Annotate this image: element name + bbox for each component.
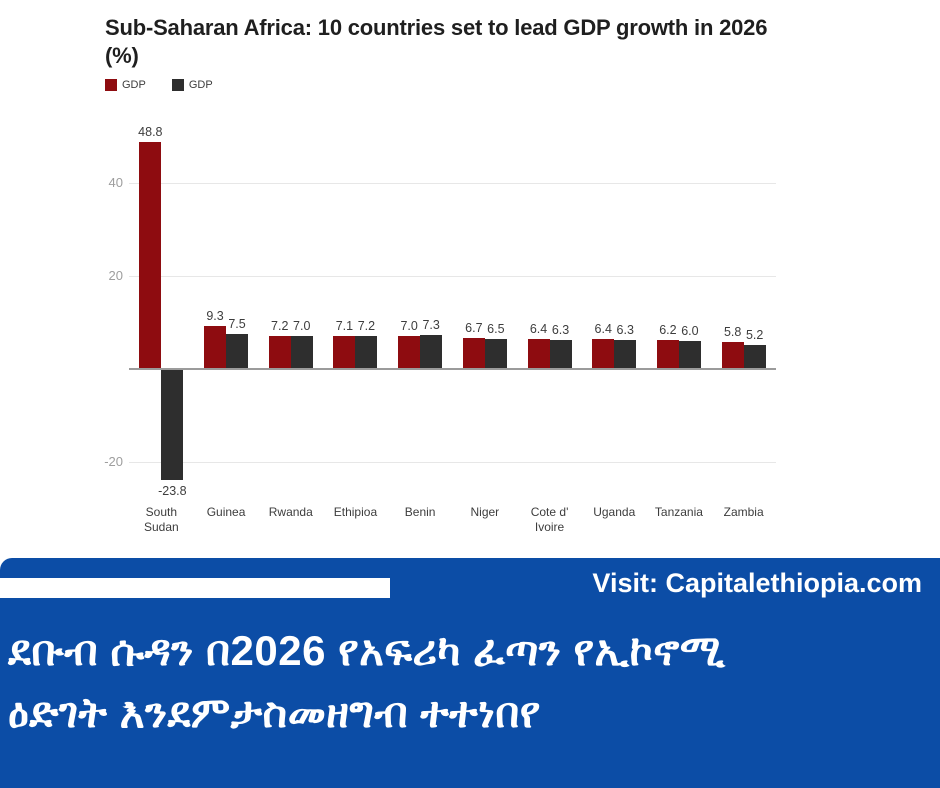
x-axis-line — [129, 368, 776, 370]
bar-value-label: 7.2 — [357, 318, 376, 333]
amharic-headline: ደቡብ ሱዳን በ2026 የአፍሪካ ፈጣን የኢኮኖሚ ዕድገት እንደምታ… — [8, 620, 932, 744]
bar-dark-south-sudan — [161, 369, 184, 480]
bar-dark-guinea — [226, 334, 249, 369]
bar-red-cote-d-ivoire — [527, 339, 550, 369]
bar-dark-ethipioa — [355, 335, 378, 369]
bar-value-label: 48.8 — [138, 125, 163, 140]
legend-swatch-red — [105, 79, 117, 91]
bar-value-label: 5.8 — [723, 325, 742, 340]
bar-dark-tanzania — [678, 341, 701, 369]
x-axis-category-label: Uganda — [593, 505, 636, 519]
y-axis-tick-label: -20 — [104, 454, 123, 469]
bar-value-label: 6.2 — [659, 323, 677, 338]
bar-red-benin — [398, 336, 421, 369]
x-axis-category-label: Tanzania — [654, 505, 703, 519]
decorative-white-bar — [0, 578, 390, 598]
bar-value-label: 7.0 — [400, 319, 418, 334]
legend-item-gdp-red: GDP — [105, 79, 146, 91]
bar-value-label: 6.3 — [551, 322, 570, 337]
bar-red-south-sudan — [139, 142, 162, 369]
bar-value-label: 7.0 — [293, 319, 311, 334]
bottom-banner: Visit: Capitalethiopia.com ደቡብ ሱዳን በ2026… — [0, 558, 940, 788]
bar-red-zambia — [721, 342, 744, 369]
bar-dark-rwanda — [290, 336, 313, 369]
legend-label: GDP — [188, 79, 213, 91]
bar-dark-cote-d-ivoire — [549, 339, 572, 369]
legend-item-gdp-dark: GDP — [171, 79, 213, 91]
bar-red-uganda — [592, 339, 615, 369]
bar-value-label: 6.4 — [594, 322, 612, 337]
x-axis-category-label: South Sudan — [143, 505, 179, 534]
bar-dark-benin — [420, 335, 443, 369]
headline-line-1: ደቡብ ሱዳን በ2026 የአፍሪካ ፈጣን የኢኮኖሚ — [8, 627, 726, 674]
visit-url-text: Visit: Capitalethiopia.com — [592, 568, 922, 598]
bar-value-label: 6.7 — [465, 320, 483, 335]
bar-value-label: 7.5 — [228, 317, 246, 332]
x-axis-category-label: Ethipioa — [333, 505, 378, 519]
bar-red-rwanda — [268, 335, 291, 369]
bar-red-tanzania — [656, 340, 679, 369]
bar-red-guinea — [204, 325, 227, 369]
bar-value-label: -23.8 — [158, 483, 187, 498]
gridline — [129, 462, 776, 463]
x-axis-category-label: Rwanda — [268, 505, 313, 519]
bar-value-label: 5.2 — [745, 327, 764, 342]
gridline — [129, 276, 776, 277]
gridline — [129, 183, 776, 184]
x-axis-category-label: Niger — [470, 505, 500, 519]
chart-legend: GDP GDP — [105, 79, 213, 91]
bar-red-ethipioa — [333, 335, 356, 369]
chart-title: Sub-Saharan Africa: 10 countries set to … — [105, 15, 768, 68]
legend-label: GDP — [122, 79, 146, 91]
bar-red-niger — [462, 337, 485, 369]
bar-dark-uganda — [614, 339, 637, 369]
bar-value-label: 6.3 — [616, 322, 634, 337]
bar-value-label: 6.5 — [487, 321, 505, 336]
x-axis-category-label: Benin — [404, 505, 436, 519]
bar-value-label: 6.0 — [681, 324, 699, 339]
bar-value-label: 7.2 — [271, 318, 289, 333]
y-axis-tick-label: 20 — [108, 268, 123, 283]
bar-value-label: 9.3 — [206, 308, 224, 323]
legend-swatch-dark — [171, 79, 184, 91]
bar-value-label: 6.4 — [529, 322, 548, 337]
headline-line-2: ዕድገት እንደምታስመዘግብ ተተነበየ — [8, 689, 541, 736]
x-axis-category-label: Zambia — [723, 505, 764, 519]
x-axis-category-label: Guinea — [206, 505, 246, 519]
bar-dark-zambia — [743, 344, 766, 369]
bar-value-label: 7.3 — [422, 318, 440, 333]
x-axis-category-label: Cote d' Ivoire — [530, 505, 569, 534]
bar-dark-niger — [484, 338, 507, 369]
y-axis-tick-label: 40 — [108, 175, 123, 190]
bar-value-label: 7.1 — [335, 318, 354, 333]
